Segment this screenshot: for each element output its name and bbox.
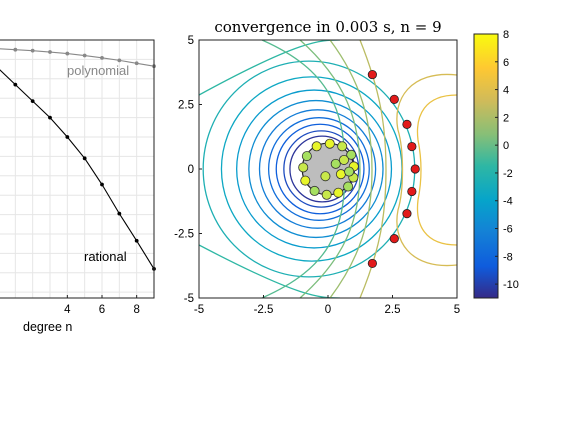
- series-point: [48, 50, 52, 54]
- sample-point: [338, 154, 349, 165]
- pole-point: [389, 94, 399, 104]
- pole-point: [407, 141, 417, 152]
- contour-ring: [248, 99, 384, 239]
- series-point: [65, 135, 70, 139]
- series-point: [117, 211, 122, 216]
- pole-point: [389, 234, 399, 244]
- left-x-ticks: 4 6 8: [64, 295, 140, 316]
- contour-curve: [396, 73, 457, 267]
- colorbar-tick-label: 2: [503, 112, 509, 124]
- y-tick-label: -5: [184, 293, 194, 305]
- colorbar-tick-label: 0: [503, 140, 509, 152]
- right-axis-ticks: -5 -2.5 0 2.5 5 5 2.5 0 -2.5 -5: [174, 35, 460, 316]
- series-point: [82, 53, 87, 58]
- sample-point: [309, 185, 320, 196]
- contour-ring: [275, 123, 365, 215]
- series-point: [100, 182, 104, 187]
- sample-point: [344, 166, 355, 177]
- x-tick-label: 5: [454, 304, 460, 316]
- contour-ring: [258, 109, 377, 229]
- left-grid: [0, 39, 154, 298]
- pole-point: [407, 186, 417, 197]
- sample-point: [343, 181, 354, 192]
- y-tick-label: 2.5: [178, 100, 194, 112]
- sample-point: [320, 171, 331, 182]
- pole-point: [410, 164, 420, 174]
- contour-curve: [359, 40, 387, 298]
- series-point: [48, 115, 52, 120]
- left-series: [0, 47, 156, 271]
- y-tick-label: 0: [188, 164, 194, 176]
- contour-curve: [416, 94, 457, 246]
- pole-point: [402, 209, 412, 219]
- contour-ring: [283, 130, 360, 208]
- pole-point: [402, 119, 412, 129]
- sample-point: [301, 151, 312, 162]
- rat-label: rational: [84, 249, 127, 264]
- x-tick-label: 2.5: [385, 304, 401, 316]
- series-point: [134, 61, 139, 66]
- poles: [367, 69, 420, 269]
- contour-curve: [329, 40, 373, 298]
- sample-point: [300, 175, 311, 186]
- sample-point: [333, 187, 344, 198]
- contour-ring: [236, 89, 393, 249]
- x-tick-label: -5: [194, 304, 204, 316]
- pole-point: [367, 69, 377, 80]
- series-point: [13, 82, 18, 87]
- sample-point: [298, 162, 309, 173]
- series-point: [82, 156, 87, 161]
- convergence-plot: 4 6 8 polynomial rational degree n: [0, 39, 156, 334]
- pole-point: [367, 258, 377, 269]
- series-line-0: [0, 48, 155, 67]
- sample-point: [337, 141, 348, 152]
- colorbar-tick-label: -8: [503, 251, 513, 263]
- series-point: [65, 51, 70, 56]
- x-tick-label: 6: [99, 304, 105, 316]
- sample-point: [324, 138, 335, 149]
- colorbar: [473, 33, 499, 299]
- contour-plot: -5 -2.5 0 2.5 5 5 2.5 0 -2.5 -5 convergence in 0.…: [174, 18, 519, 316]
- contour-lines: [199, 40, 457, 298]
- sample-point: [321, 189, 332, 200]
- series-point: [117, 58, 122, 63]
- colorbar-tick-label: 6: [503, 57, 509, 69]
- sample-point: [346, 149, 357, 160]
- series-point: [30, 48, 35, 53]
- sample-points: [298, 138, 359, 200]
- left-axes-border: [0, 39, 155, 299]
- sample-point: [311, 141, 322, 152]
- poly-label: polynomial: [67, 63, 129, 78]
- series-line-1: [0, 69, 155, 270]
- contour-title: convergence in 0.003 s, n = 9: [214, 18, 441, 36]
- series-point: [13, 47, 18, 52]
- contour-curve: [299, 40, 361, 298]
- colorbar-tick-label: 8: [503, 29, 509, 41]
- sample-point: [335, 169, 346, 180]
- left-axes-frame: [0, 40, 154, 298]
- sample-point: [330, 158, 341, 169]
- colorbar-ticks: 8 6 4 2 0 -2 -4 -6 -8 -10: [495, 29, 519, 291]
- contour-ring: [267, 117, 370, 221]
- x-tick-label: -2.5: [254, 304, 274, 316]
- colorbar-tick-label: -6: [503, 224, 513, 236]
- x-tick-label: 4: [64, 304, 71, 316]
- colorbar-tick-label: -2: [503, 168, 513, 180]
- colorbar-tick-label: 4: [503, 85, 509, 97]
- y-tick-label: 5: [188, 35, 194, 47]
- y-tick-label: -2.5: [174, 229, 194, 241]
- series-point: [100, 55, 104, 60]
- left-x-label: degree n: [23, 320, 72, 334]
- x-tick-label: 8: [133, 304, 139, 316]
- x-tick-label: 0: [325, 304, 331, 316]
- series-point: [30, 99, 35, 104]
- colorbar-tick-label: -10: [503, 279, 519, 291]
- series-point: [134, 238, 139, 243]
- colorbar-tick-label: -4: [503, 196, 513, 208]
